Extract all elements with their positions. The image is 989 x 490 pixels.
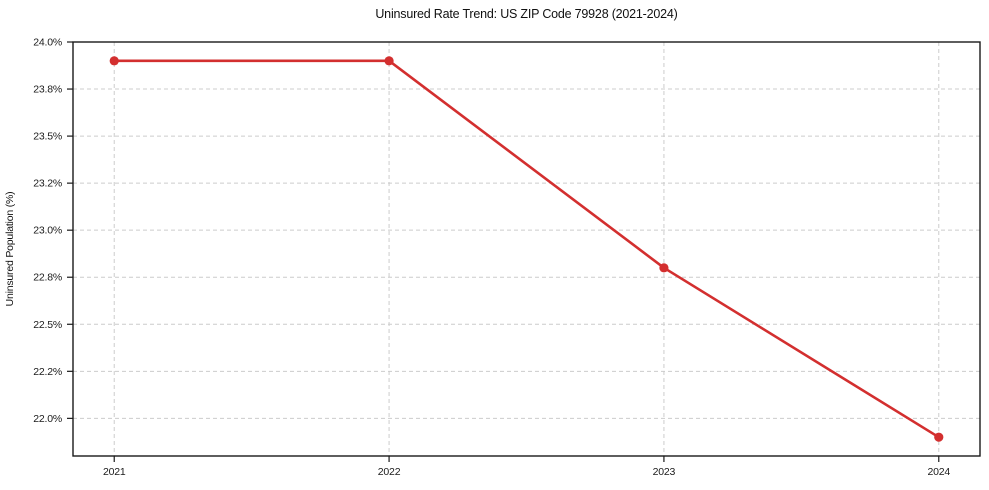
y-tick-label: 23.0% <box>33 225 62 237</box>
x-tick-label: 2023 <box>653 466 676 478</box>
trend-line <box>112 59 941 439</box>
x-tick-label: 2024 <box>927 466 950 478</box>
data-point-marker <box>659 263 669 273</box>
axes-frame <box>72 41 981 457</box>
y-tick-label: 22.2% <box>33 366 62 378</box>
y-tick-label: 23.2% <box>33 178 62 190</box>
y-tick-label: 24.0% <box>33 37 62 49</box>
data-point-marker <box>109 56 119 66</box>
x-tick-label: 2022 <box>378 466 401 478</box>
data-point-marker <box>384 56 394 66</box>
x-tick-label: 2021 <box>103 466 126 478</box>
y-tick-label: 22.8% <box>33 272 62 284</box>
y-tick-label: 22.0% <box>33 413 62 425</box>
chart-title: Uninsured Rate Trend: US ZIP Code 79928 … <box>375 7 678 21</box>
y-tick-label: 23.8% <box>33 84 62 96</box>
y-tick-label: 23.5% <box>33 131 62 143</box>
y-tick-label: 22.5% <box>33 319 62 331</box>
data-point-marker <box>934 432 944 442</box>
